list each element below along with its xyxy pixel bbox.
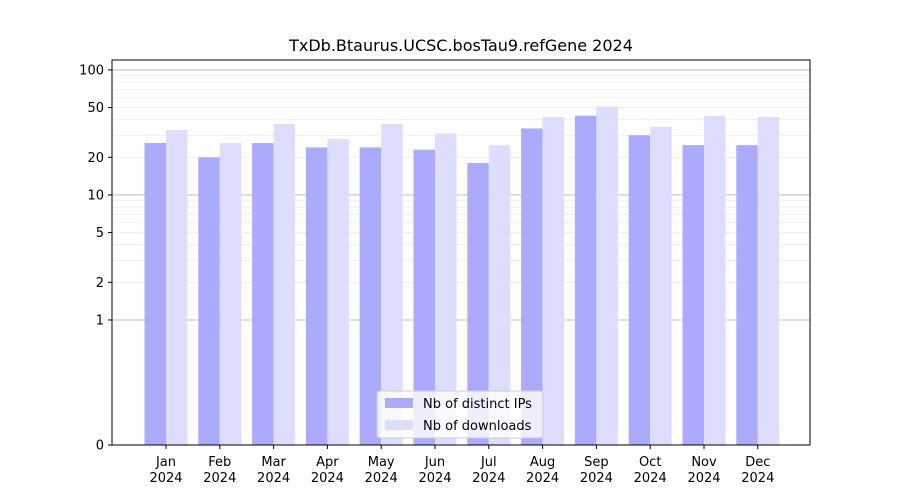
- y-tick-label: 5: [96, 226, 104, 241]
- bar-downloads: [542, 117, 565, 445]
- y-axis: 0 1 2 5 10 20 50 100: [79, 63, 112, 454]
- bar-distinct-ips: [521, 128, 543, 445]
- y-tick-label: 2: [96, 276, 104, 291]
- x-axis: Jan2024Feb2024Mar2024Apr2024May2024Jun20…: [149, 445, 774, 486]
- bar-distinct-ips: [305, 147, 328, 446]
- x-tick-label-month: Feb: [208, 455, 231, 470]
- bar-distinct-ips: [359, 147, 382, 446]
- bar-downloads: [273, 123, 296, 445]
- y-tick-label: 20: [87, 151, 104, 166]
- x-tick-label-month: Aug: [530, 455, 555, 470]
- x-tick-label-year: 2024: [311, 471, 344, 486]
- x-tick-label-month: Oct: [639, 455, 661, 470]
- bar-distinct-ips: [682, 145, 704, 445]
- x-tick-label-year: 2024: [580, 471, 613, 486]
- y-tick-label: 10: [87, 188, 104, 203]
- bar-downloads: [650, 126, 672, 446]
- x-tick-label-month: Sep: [584, 455, 609, 470]
- bar-downloads: [704, 115, 726, 445]
- bar-distinct-ips: [252, 143, 274, 445]
- bar-distinct-ips: [574, 115, 597, 445]
- chart-title: TxDb.Btaurus.UCSC.bosTau9.refGene 2024: [288, 36, 633, 55]
- x-tick-label-month: Jan: [155, 455, 176, 470]
- x-tick-label-year: 2024: [472, 471, 505, 486]
- x-tick-label-year: 2024: [526, 471, 559, 486]
- bar-downloads: [757, 117, 780, 445]
- bar-downloads: [596, 106, 618, 445]
- bar-distinct-ips: [413, 149, 435, 446]
- bar-distinct-ips: [467, 163, 489, 445]
- x-tick-label-year: 2024: [365, 471, 398, 486]
- x-tick-label-year: 2024: [203, 471, 236, 486]
- y-tick-label: 100: [79, 63, 104, 78]
- x-tick-label-month: May: [368, 455, 395, 470]
- legend-swatch-downloads: [385, 420, 413, 430]
- legend: Nb of distinct IPs Nb of downloads: [376, 390, 544, 439]
- y-tick-label: 1: [96, 313, 104, 328]
- bar-downloads: [166, 130, 188, 445]
- x-tick-label-month: Nov: [691, 455, 717, 470]
- plot-frame: [111, 59, 811, 446]
- legend-swatch-distinct-ips: [385, 398, 413, 408]
- bars: [144, 106, 780, 446]
- x-tick-label-month: Apr: [316, 455, 339, 470]
- x-tick-label-year: 2024: [257, 471, 290, 486]
- bar-distinct-ips: [736, 145, 758, 445]
- legend-label-downloads: Nb of downloads: [423, 419, 532, 434]
- x-tick-label-month: Jun: [424, 455, 445, 470]
- x-tick-label-year: 2024: [687, 471, 720, 486]
- bar-downloads: [327, 139, 349, 445]
- legend-box: [376, 390, 544, 439]
- x-tick-label-month: Mar: [261, 455, 286, 470]
- x-tick-label-year: 2024: [418, 471, 451, 486]
- x-tick-label-month: Dec: [745, 455, 770, 470]
- y-tick-label: 50: [87, 101, 104, 116]
- bar-downloads: [488, 145, 511, 445]
- bar-distinct-ips: [198, 157, 220, 445]
- x-tick-label-year: 2024: [149, 471, 182, 486]
- bar-distinct-ips: [628, 135, 651, 445]
- legend-label-distinct-ips: Nb of distinct IPs: [423, 397, 532, 412]
- y-tick-label: 0: [96, 439, 104, 454]
- bar-downloads: [381, 123, 403, 445]
- x-tick-label-year: 2024: [634, 471, 667, 486]
- x-tick-label-year: 2024: [741, 471, 774, 486]
- bar-distinct-ips: [144, 143, 166, 445]
- bar-downloads: [435, 133, 457, 445]
- x-tick-label-month: Jul: [480, 455, 497, 470]
- bar-downloads: [219, 143, 242, 445]
